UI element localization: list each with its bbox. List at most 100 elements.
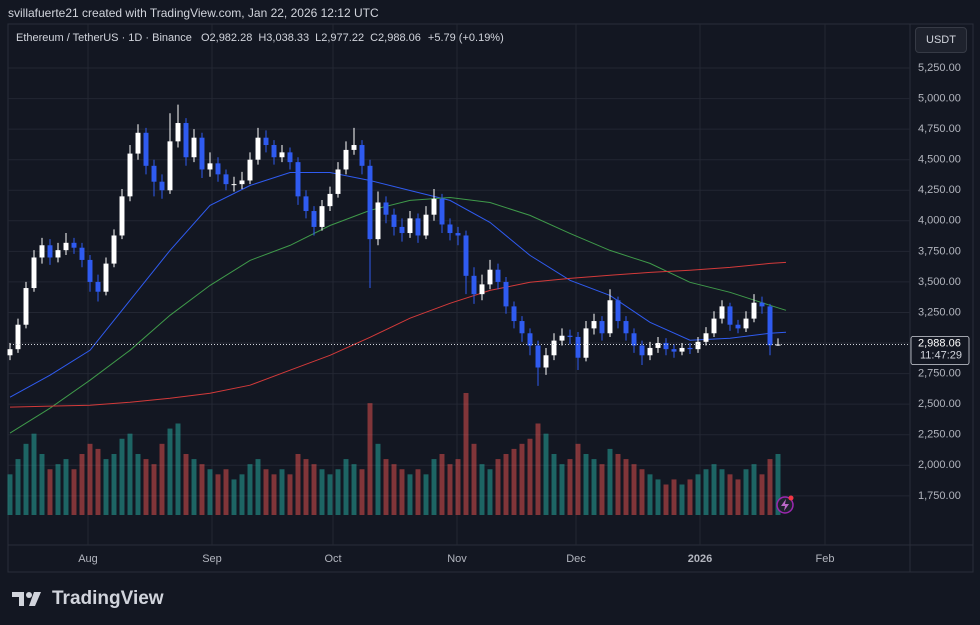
volume-bar xyxy=(775,454,781,515)
ohlc-key: H xyxy=(258,32,267,44)
y-tick-label: 3,500.00 xyxy=(918,276,961,288)
volume-bar xyxy=(503,454,509,515)
volume-bar xyxy=(151,464,157,515)
candle-body xyxy=(7,349,13,356)
volume-bar xyxy=(215,474,221,515)
candle-body xyxy=(727,306,733,325)
candle-body xyxy=(47,245,53,258)
y-tick-label: 5,000.00 xyxy=(918,92,961,104)
candle-body xyxy=(55,250,61,258)
volume-bar xyxy=(7,474,13,515)
volume-bar xyxy=(399,469,405,515)
volume-bar xyxy=(63,459,69,515)
volume-bar xyxy=(591,459,597,515)
volume-bar xyxy=(711,464,717,515)
candle-body xyxy=(655,343,661,348)
candle-body xyxy=(239,180,245,185)
volume-bar xyxy=(535,423,541,515)
brand-name: TradingView xyxy=(52,588,164,609)
volume-bar xyxy=(767,459,773,515)
volume-bar xyxy=(647,474,653,515)
volume-bar xyxy=(143,459,149,515)
volume-bar xyxy=(567,459,573,515)
ohlc-key: C xyxy=(370,32,379,44)
volume-bar xyxy=(479,464,485,515)
alert-icon[interactable] xyxy=(776,495,794,514)
chart-frame xyxy=(7,23,974,573)
candle-body xyxy=(319,206,325,227)
candle-body xyxy=(159,181,165,191)
candle-body xyxy=(599,321,605,334)
y-tick-label: 2,000.00 xyxy=(918,459,961,471)
candle-body xyxy=(127,153,133,197)
volume-bar xyxy=(167,428,173,515)
candle-body xyxy=(543,355,549,368)
volume-bar xyxy=(31,433,37,515)
y-tick-label: 4,750.00 xyxy=(918,123,961,135)
candle-body xyxy=(351,145,357,150)
volume-bar xyxy=(615,454,621,515)
candle-body xyxy=(39,245,45,258)
candle-body xyxy=(695,341,701,350)
volume-bar xyxy=(127,433,133,515)
ohlc-key: O xyxy=(200,32,210,44)
y-tick-label: 5,250.00 xyxy=(918,62,961,74)
ohlc-value: 2,982.28 xyxy=(209,32,253,44)
change: +5.79 (+0.19%) xyxy=(427,32,504,44)
volume-bar xyxy=(351,464,357,515)
y-tick-label: 2,250.00 xyxy=(918,429,961,441)
candle-body xyxy=(119,196,125,236)
y-tick-label: 2,750.00 xyxy=(918,368,961,380)
candle-body xyxy=(207,163,213,170)
volume-bar xyxy=(599,464,605,515)
moving-average xyxy=(9,172,787,398)
volume-bar xyxy=(55,464,61,515)
volume-bar xyxy=(495,459,501,515)
candle-body xyxy=(631,333,637,346)
volume-bar xyxy=(111,454,117,515)
x-tick-label: Nov xyxy=(447,553,467,565)
volume-bar xyxy=(327,474,333,515)
volume-bar xyxy=(743,469,749,515)
volume-bar xyxy=(95,448,101,515)
volume-bar xyxy=(719,469,725,515)
volume-bar xyxy=(527,438,533,515)
volume-bar xyxy=(631,464,637,515)
countdown-label: 11:47:29 xyxy=(920,349,962,361)
volume-bar xyxy=(255,459,261,515)
candle-body xyxy=(399,226,405,234)
ohlc-value: 2,988.06 xyxy=(378,32,421,44)
candle-body xyxy=(743,318,749,329)
volume-bar xyxy=(223,469,229,515)
grid xyxy=(8,24,910,545)
candle-body xyxy=(87,259,93,282)
volume-bar xyxy=(663,484,669,515)
currency-button[interactable]: USDT xyxy=(915,27,967,53)
candle-body xyxy=(567,335,573,337)
volume-bar xyxy=(575,443,581,515)
volume-bar xyxy=(695,474,701,515)
candle-body xyxy=(255,137,261,160)
candle-body xyxy=(71,242,77,248)
volume-bar xyxy=(279,469,285,515)
candle-body xyxy=(455,233,461,236)
volume-bar xyxy=(727,474,733,515)
volume-bar xyxy=(583,454,589,515)
volume-bar xyxy=(287,474,293,515)
y-tick-label: 3,250.00 xyxy=(918,306,961,318)
candle-body xyxy=(415,218,421,236)
candle-body xyxy=(383,202,389,215)
candle-body xyxy=(335,169,341,194)
x-tick-label: Feb xyxy=(816,553,835,565)
volume-bar xyxy=(735,479,741,515)
candle-body xyxy=(191,137,197,158)
candle-body xyxy=(735,324,741,329)
volume-bar xyxy=(247,464,253,515)
candle-body xyxy=(519,321,525,334)
volume-bar xyxy=(671,479,677,515)
candle-body xyxy=(647,347,653,356)
candle-body xyxy=(551,340,557,356)
moving-averages xyxy=(9,172,787,434)
volume-bar xyxy=(199,464,205,515)
